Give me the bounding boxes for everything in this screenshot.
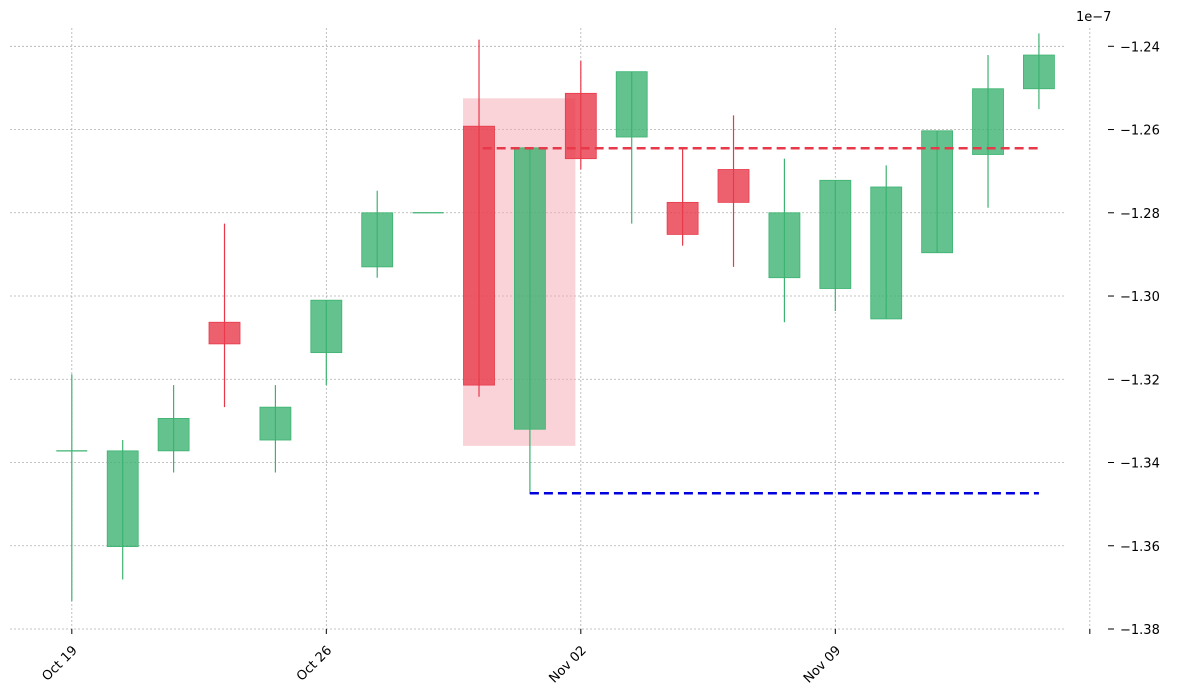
candle-layer	[56, 33, 1055, 602]
y-tick-label: −1.36	[1120, 540, 1160, 555]
candle-body	[666, 201, 699, 235]
x-tick-label: Oct 19	[40, 643, 81, 684]
bullish-candle	[157, 385, 190, 473]
x-tick-label: Nov 09	[801, 643, 844, 686]
bullish-candle	[514, 147, 546, 495]
bullish-candle	[106, 440, 139, 580]
x-tick-label: Oct 26	[294, 643, 335, 684]
bullish-candle	[972, 55, 1004, 208]
bullish-candle	[921, 130, 954, 254]
bullish-candle	[259, 385, 292, 473]
candle-body	[208, 321, 241, 345]
level-lines	[482, 147, 1039, 495]
y-tick-label: −1.34	[1120, 457, 1160, 472]
y-tick-label: −1.30	[1120, 290, 1160, 305]
y-tick-label: −1.38	[1120, 623, 1160, 638]
bullish-candle	[615, 71, 648, 224]
candle-body	[972, 88, 1004, 155]
candle-body	[1023, 54, 1055, 90]
bullish-candle	[819, 179, 852, 312]
bearish-candle	[564, 60, 597, 170]
candle-body	[615, 71, 648, 138]
y-axis-offset-label: 1e−7	[1076, 10, 1111, 25]
candle-body	[106, 450, 139, 547]
candle-body	[921, 130, 954, 254]
x-tick-label: Nov 02	[546, 643, 589, 686]
bearish-candle	[463, 39, 495, 397]
y-tick-label: −1.24	[1120, 40, 1160, 55]
candle-body	[819, 179, 852, 289]
bearish-candle	[666, 147, 699, 246]
y-tick-label: −1.26	[1120, 124, 1160, 139]
candle-body	[514, 147, 546, 430]
bullish-candle	[361, 190, 394, 278]
bearish-candle	[717, 115, 750, 267]
bullish-candle	[1023, 33, 1055, 110]
candle-body	[717, 169, 750, 203]
y-tick-label: −1.32	[1120, 373, 1160, 388]
candle-body	[157, 417, 190, 452]
candle-body	[259, 406, 292, 441]
bearish-candle	[208, 223, 241, 408]
candle-body	[310, 299, 343, 354]
candle-body	[870, 186, 903, 320]
bullish-candle	[56, 374, 88, 602]
bullish-candle	[870, 165, 903, 320]
y-tick-label: −1.28	[1120, 207, 1160, 222]
candle-body	[463, 125, 495, 386]
candle-body	[361, 212, 394, 268]
bullish-candle	[310, 299, 343, 386]
bullish-candle	[768, 158, 801, 323]
candle-body	[768, 212, 801, 279]
